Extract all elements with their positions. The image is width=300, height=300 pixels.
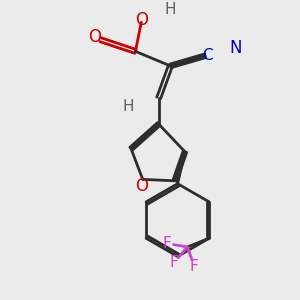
Text: F: F [170,255,178,270]
Text: C: C [202,48,213,63]
Text: O: O [135,177,148,195]
Text: F: F [190,259,199,274]
Text: F: F [163,236,172,251]
Text: O: O [135,11,148,29]
Text: O: O [88,28,101,46]
Text: H: H [164,2,176,17]
Text: N: N [230,40,242,58]
Text: H: H [122,99,134,114]
